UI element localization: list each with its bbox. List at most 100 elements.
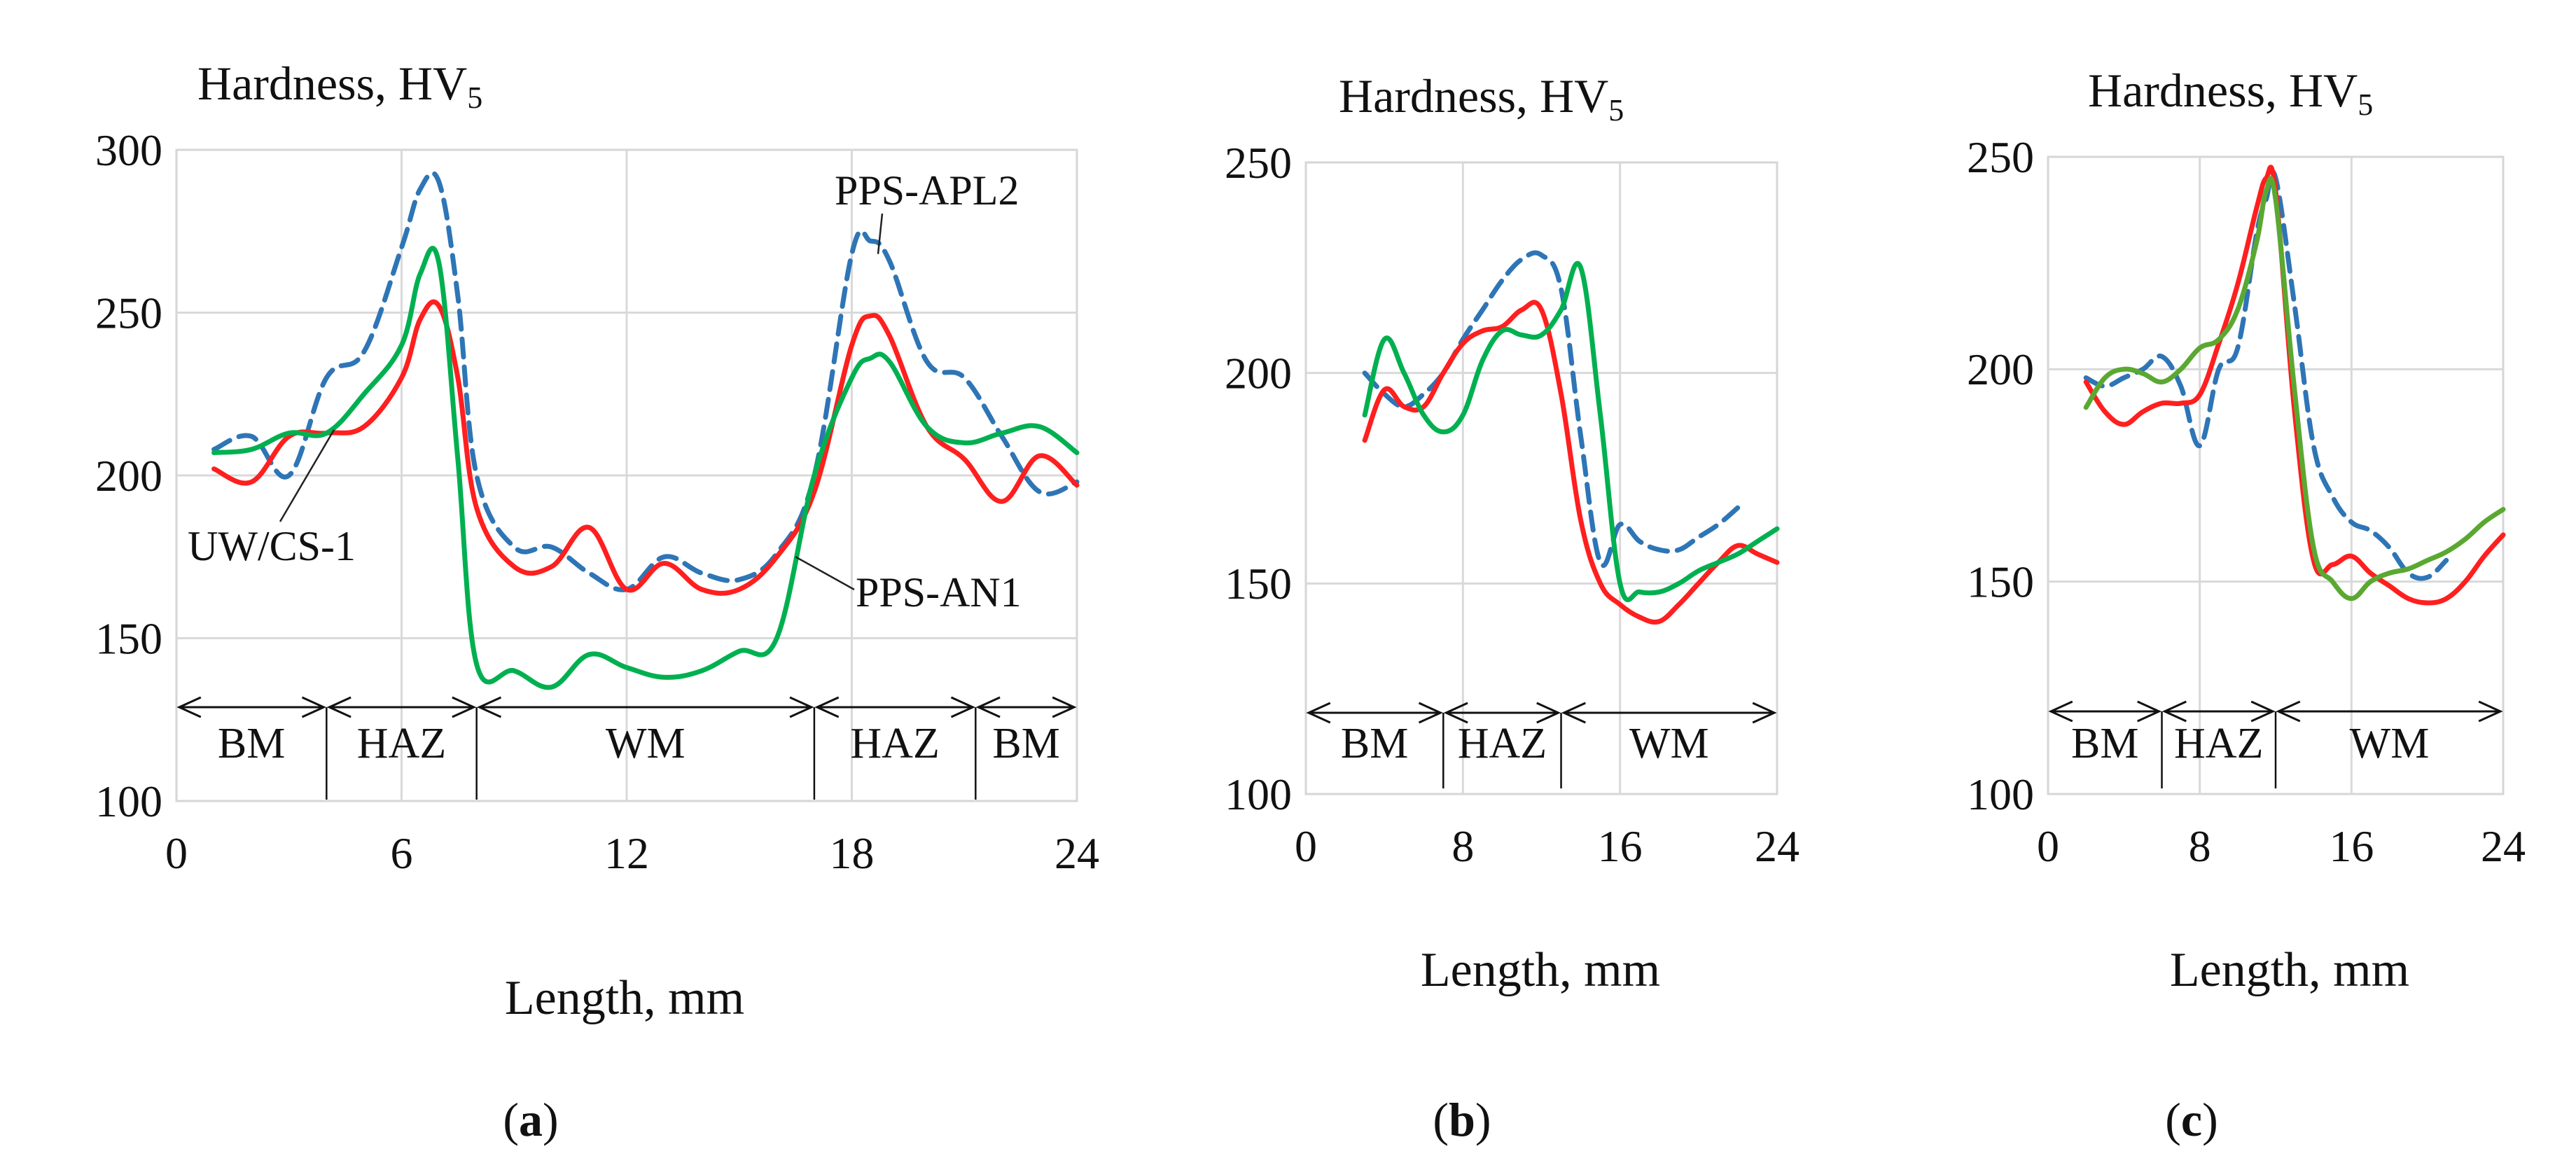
zone-arrowhead-left-0-c xyxy=(2048,700,2073,723)
y-tick-label-150-c: 150 xyxy=(1967,557,2034,606)
y-tick-label-250-c: 250 xyxy=(1967,132,2034,182)
zone-bm-0-b: BM xyxy=(1306,702,1443,767)
zone-label-wm-2-c: WM xyxy=(2350,720,2430,767)
zone-arrowhead-left-3-a xyxy=(814,696,840,718)
panel-label-c: (c) xyxy=(2165,1093,2218,1146)
y-tick-label-100-a: 100 xyxy=(95,777,162,826)
annotation-pps-an1: PPS-AN1 xyxy=(856,569,1022,615)
x-tick-label-0-c: 0 xyxy=(2037,821,2059,871)
panel-label-a: (a) xyxy=(503,1093,558,1146)
x-tick-label-16-c: 16 xyxy=(2329,821,2374,871)
tick-labels-b: 100 150 200 250 0 8 16 24 xyxy=(1225,138,1799,871)
zone-arrowhead-left-2-a xyxy=(477,696,502,718)
y-tick-label-300-a: 300 xyxy=(95,125,162,175)
zone-arrowhead-left-2-c xyxy=(2276,700,2301,723)
plot-area-c xyxy=(2047,155,2505,795)
zone-bands-c: BM HAZ WM xyxy=(2048,700,2503,788)
zone-arrowhead-right-1-c xyxy=(2250,700,2276,723)
x-tick-label-8-c: 8 xyxy=(2189,821,2211,871)
annotation-uw-cs-1: UW/CS-1 xyxy=(188,523,356,569)
x-tick-label-16-b: 16 xyxy=(1598,821,1643,871)
gridlines-a xyxy=(176,150,1077,801)
x-axis-label-c: Length, mm xyxy=(2170,943,2409,997)
zone-label-haz-3-a: HAZ xyxy=(850,720,939,767)
zone-haz-1-c: HAZ xyxy=(2161,700,2276,767)
series-lines-b xyxy=(1362,250,1780,625)
gridlines-b xyxy=(1306,162,1777,794)
x-axis-label-b: Length, mm xyxy=(1421,943,1660,997)
y-tick-label-100-c: 100 xyxy=(1967,770,2034,819)
x-tick-label-8-b: 8 xyxy=(1451,821,1474,871)
x-tick-label-24-a: 24 xyxy=(1054,828,1099,878)
chart-title-c: Hardness, HV5 xyxy=(2088,64,2373,122)
zone-bm-0-a: BM xyxy=(176,696,326,767)
chart-panel-b: BM HAZ WM 100 150 200 250 0 8 16 24 Hardness, HV5… xyxy=(1225,69,1799,1146)
zone-label-haz-1-b: HAZ xyxy=(1458,720,1547,767)
x-tick-label-0-b: 0 xyxy=(1295,821,1317,871)
y-tick-label-200-a: 200 xyxy=(95,451,162,501)
chart-title-b: Hardness, HV5 xyxy=(1339,69,1624,127)
series-lines-c xyxy=(2083,165,2506,606)
zone-arrowhead-left-4-a xyxy=(975,696,1001,718)
zone-arrowhead-left-1-c xyxy=(2161,700,2187,723)
zone-arrowhead-right-0-b xyxy=(1418,702,1443,724)
zone-label-bm-0-b: BM xyxy=(1341,720,1408,767)
x-tick-label-6-a: 6 xyxy=(391,828,413,878)
zone-arrowhead-right-0-a xyxy=(301,696,326,718)
leader-uw-cs-1 xyxy=(279,429,335,522)
y-tick-label-250-b: 250 xyxy=(1225,138,1292,188)
series-line-pps-an1-a xyxy=(211,246,1080,690)
y-tick-label-150-a: 150 xyxy=(95,613,162,663)
zone-label-wm-2-a: WM xyxy=(606,720,685,767)
series-lines-a xyxy=(211,170,1080,690)
zone-bm-4-a: BM xyxy=(975,696,1077,767)
tick-labels-c: 100 150 200 250 0 8 16 24 xyxy=(1967,132,2526,871)
x-tick-label-12-a: 12 xyxy=(604,828,649,878)
x-axis-label-a: Length, mm xyxy=(505,971,744,1025)
leader-pps-an1 xyxy=(795,556,855,591)
chart-panel-c: BM HAZ WM 100 150 200 250 0 8 16 24 Hardness, HV5… xyxy=(1967,64,2526,1146)
zone-arrowhead-left-0-b xyxy=(1306,702,1331,724)
zone-wm-2-c: WM xyxy=(2276,700,2503,767)
y-tick-label-250-a: 250 xyxy=(95,288,162,337)
zone-label-haz-1-c: HAZ xyxy=(2174,720,2263,767)
series-line-pps-apl2-a xyxy=(211,170,1080,592)
zone-label-bm-0-c: BM xyxy=(2071,720,2138,767)
zone-label-haz-1-a: HAZ xyxy=(357,720,446,767)
y-tick-label-150-b: 150 xyxy=(1225,559,1292,608)
y-tick-label-100-b: 100 xyxy=(1225,770,1292,819)
zone-arrowhead-right-2-a xyxy=(789,696,814,718)
leader-pps-apl2 xyxy=(877,213,884,254)
panel-label-b: (b) xyxy=(1433,1093,1491,1146)
zone-haz-3-a: HAZ xyxy=(814,696,975,767)
zone-wm-2-b: WM xyxy=(1561,702,1777,767)
zone-arrowhead-left-1-a xyxy=(326,696,351,718)
zone-arrowhead-left-0-a xyxy=(176,696,202,718)
zone-bands-b: BM HAZ WM xyxy=(1306,702,1777,788)
zone-arrowhead-right-2-b xyxy=(1752,702,1777,724)
plot-area-b xyxy=(1304,161,1778,795)
zone-label-wm-2-b: WM xyxy=(1629,720,1709,767)
zone-bm-0-c: BM xyxy=(2048,700,2162,767)
x-tick-label-24-c: 24 xyxy=(2481,821,2526,871)
zone-arrowhead-right-4-a xyxy=(1052,696,1077,718)
x-tick-label-0-a: 0 xyxy=(165,828,188,878)
annotation-pps-apl2: PPS-APL2 xyxy=(835,167,1019,214)
x-tick-label-18-a: 18 xyxy=(830,828,875,878)
zone-arrowhead-right-1-a xyxy=(452,696,477,718)
zone-haz-1-b: HAZ xyxy=(1443,702,1561,767)
zone-bands-a: BM HAZ WM HAZ BM xyxy=(176,696,1077,800)
zone-arrowhead-right-0-c xyxy=(2137,700,2162,723)
series-line-pps-an1-c xyxy=(2083,176,2506,601)
zone-arrowhead-right-2-c xyxy=(2478,700,2503,723)
zone-arrowhead-left-1-b xyxy=(1443,702,1468,724)
zone-arrowhead-right-3-a xyxy=(950,696,975,718)
x-tick-label-24-b: 24 xyxy=(1755,821,1799,871)
zone-wm-2-a: WM xyxy=(477,696,814,767)
annotation-leaders-a xyxy=(279,213,884,591)
series-line-uw-cs-1-b xyxy=(1362,300,1780,625)
chart-panel-a: BM HAZ WM HAZ BM 100 150 200 250 300 0 6 12 18 24 Har… xyxy=(95,57,1099,1146)
series-line-pps-an1-b xyxy=(1362,260,1780,603)
y-tick-label-200-b: 200 xyxy=(1225,348,1292,398)
